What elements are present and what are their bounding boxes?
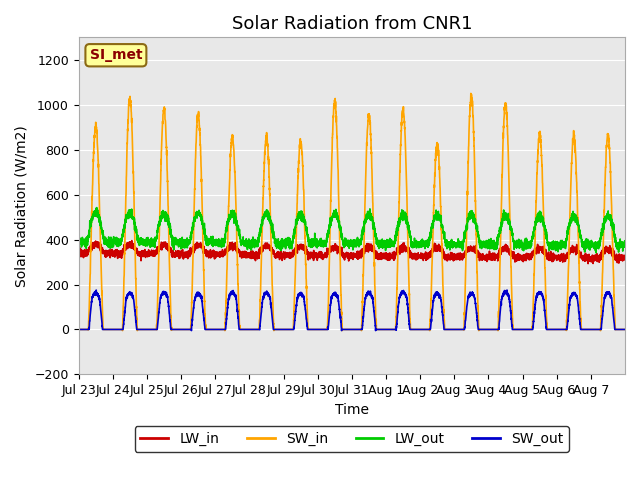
SW_in (401, 141, 409, 146)
LW_in (128, 238, 136, 243)
Line: LW_out: LW_out (79, 207, 625, 253)
LW_out (188, 229, 196, 235)
SW_in (621, 326, 629, 332)
LW_in (372, 252, 380, 258)
SW_in (467, 91, 475, 96)
LW_in (584, 261, 592, 266)
SW_in (502, 100, 509, 106)
LW_out (543, 234, 550, 240)
LW_in (543, 254, 550, 260)
SW_out (401, 291, 409, 297)
SW_out (529, 326, 536, 332)
LW_in (401, 247, 409, 252)
LW_in (75, 251, 83, 256)
LW_out (401, 213, 409, 219)
SW_out (188, 328, 195, 334)
Line: LW_in: LW_in (79, 240, 625, 264)
LW_in (621, 256, 629, 262)
LW_out (529, 235, 536, 240)
Line: SW_out: SW_out (79, 290, 625, 331)
SW_in (75, 326, 83, 332)
SW_out (75, 326, 83, 332)
SW_in (372, 321, 380, 327)
Line: SW_in: SW_in (79, 94, 625, 331)
Text: SI_met: SI_met (90, 48, 142, 62)
LW_out (372, 236, 380, 241)
SW_in (188, 290, 196, 296)
LW_out (502, 215, 509, 220)
Legend: LW_in, SW_in, LW_out, SW_out: LW_in, SW_in, LW_out, SW_out (134, 426, 569, 452)
SW_out (372, 326, 380, 332)
SW_out (502, 290, 509, 296)
SW_out (621, 326, 629, 332)
X-axis label: Time: Time (335, 403, 369, 417)
LW_in (529, 252, 536, 257)
LW_in (502, 245, 509, 251)
LW_out (93, 204, 100, 210)
LW_in (188, 247, 196, 252)
LW_out (592, 250, 600, 256)
SW_out (543, 326, 550, 332)
SW_in (543, 320, 550, 325)
SW_in (529, 320, 536, 325)
LW_out (75, 236, 83, 241)
SW_out (503, 287, 511, 293)
LW_out (621, 240, 629, 246)
SW_in (118, 328, 126, 334)
SW_out (188, 320, 196, 326)
Y-axis label: Solar Radiation (W/m2): Solar Radiation (W/m2) (15, 125, 29, 287)
Title: Solar Radiation from CNR1: Solar Radiation from CNR1 (232, 15, 472, 33)
